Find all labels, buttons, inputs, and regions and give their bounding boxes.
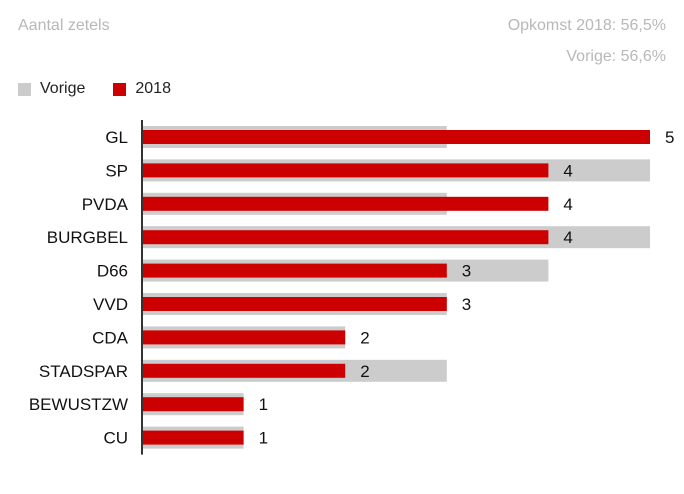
value-label-gl: 5 — [665, 128, 674, 147]
bar-2018-sp — [142, 163, 549, 178]
legend-swatch-2018 — [113, 82, 127, 96]
legend-label-2018: 2018 — [135, 80, 171, 97]
legend: Vorige 2018 — [18, 80, 199, 98]
category-label-sp: SP — [105, 161, 128, 180]
category-label-d66: D66 — [97, 262, 128, 281]
value-label-cu: 1 — [259, 429, 268, 448]
value-label-vvd: 3 — [462, 295, 471, 314]
previous-turnout-label: Vorige: 56,6% — [566, 48, 666, 65]
category-label-cda: CDA — [92, 328, 129, 347]
category-label-vvd: VVD — [93, 295, 128, 314]
chart-title: Aantal zetels — [18, 17, 110, 34]
turnout-label: Opkomst 2018: 56,5% — [507, 17, 666, 34]
bar-2018-cda — [142, 330, 346, 345]
bar-2018-bewustzw — [142, 397, 244, 412]
bar-2018-pvda — [142, 196, 549, 211]
value-label-cda: 2 — [360, 328, 369, 347]
value-label-burgbel: 4 — [563, 228, 572, 247]
category-label-stadspar: STADSPAR — [39, 362, 128, 381]
bar-2018-vvd — [142, 297, 447, 311]
value-label-d66: 3 — [462, 262, 471, 281]
bar-2018-gl — [142, 130, 650, 144]
value-label-pvda: 4 — [563, 195, 572, 214]
bar-2018-d66 — [142, 263, 447, 278]
category-label-pvda: PVDA — [82, 195, 129, 214]
value-label-sp: 4 — [563, 161, 572, 180]
bar-2018-burgbel — [142, 230, 549, 245]
category-label-burgbel: BURGBEL — [47, 228, 128, 247]
legend-label-previous: Vorige — [40, 80, 86, 97]
bar-2018-stadspar — [142, 363, 346, 378]
bar-2018-cu — [142, 430, 244, 445]
category-label-gl: GL — [105, 128, 128, 147]
category-label-cu: CU — [103, 429, 128, 448]
legend-item-previous: Vorige — [18, 80, 85, 98]
value-label-bewustzw: 1 — [259, 395, 268, 414]
category-label-bewustzw: BEWUSTZW — [29, 395, 128, 414]
legend-item-2018: 2018 — [113, 80, 171, 98]
legend-swatch-previous — [18, 82, 31, 96]
value-label-stadspar: 2 — [360, 362, 369, 381]
